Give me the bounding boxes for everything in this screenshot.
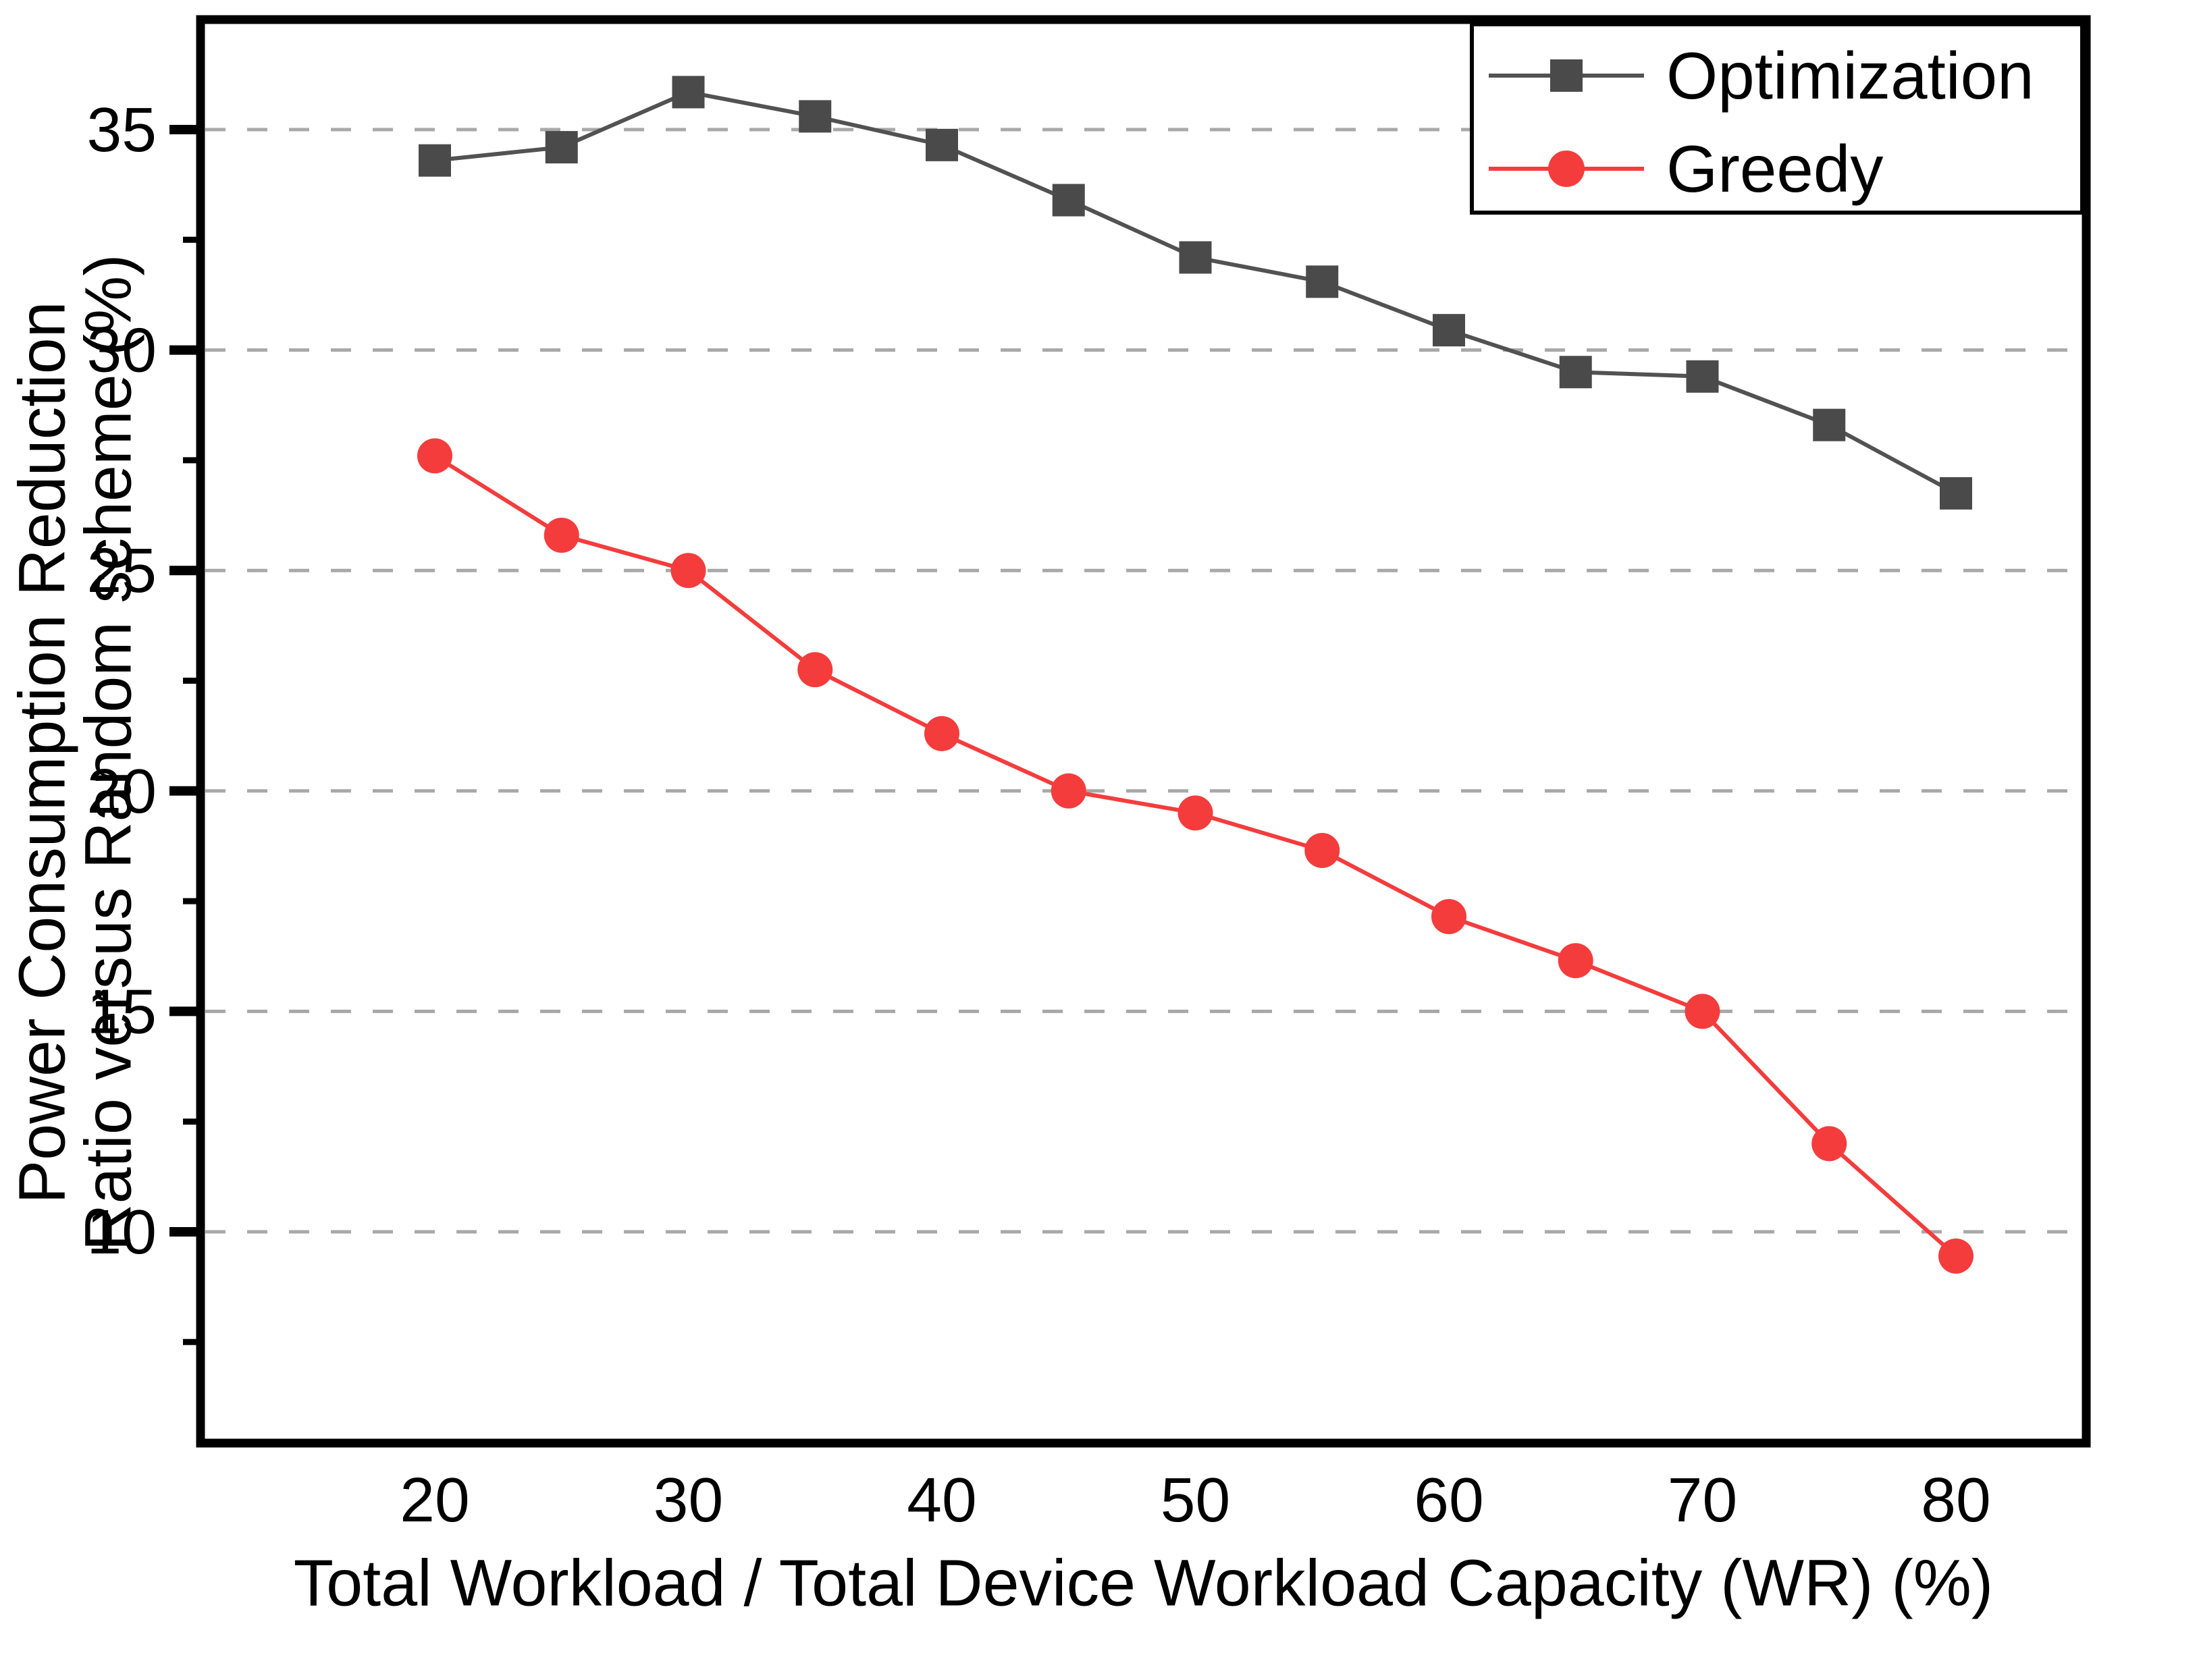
y-tick-label-35: 35 (87, 94, 157, 165)
marker-greedy-x40 (924, 715, 959, 751)
marker-optimization-x60 (1433, 314, 1465, 347)
y-tick-label-10: 10 (87, 1197, 157, 1267)
legend-item-optimization: Optimization (1489, 38, 2034, 113)
marker-greedy-x70 (1685, 994, 1720, 1029)
marker-optimization-x70 (1686, 360, 1719, 393)
y-axis-title-line-1: Power Consumption Reduction (5, 301, 79, 1203)
marker-greedy-x55 (1304, 832, 1340, 868)
marker-greedy-x75 (1811, 1126, 1847, 1162)
marker-optimization-x50 (1179, 241, 1212, 274)
marker-optimization-x35 (799, 100, 832, 133)
marker-greedy-x80 (1938, 1238, 1973, 1274)
x-tick-label-30: 30 (654, 1465, 723, 1535)
marker-greedy-x60 (1431, 898, 1466, 934)
marker-greedy-x50 (1177, 795, 1213, 831)
legend: Optimization Greedy (1470, 22, 2084, 215)
x-tick-label-80: 80 (1921, 1465, 1990, 1535)
marker-optimization-x20 (419, 144, 451, 177)
y-axis-title-line-2: Ratio versus Random scheme (%) (72, 254, 145, 1251)
legend-circle-marker-icon (1548, 151, 1585, 187)
marker-greedy-x65 (1558, 943, 1593, 979)
legend-square-marker-icon (1550, 59, 1583, 92)
marker-optimization-x30 (672, 76, 705, 109)
marker-greedy-x20 (417, 438, 452, 474)
marker-greedy-x35 (797, 652, 833, 688)
marker-greedy-x45 (1051, 773, 1086, 809)
x-tick-label-70: 70 (1668, 1465, 1737, 1535)
y-tick-label-15: 15 (87, 976, 157, 1046)
marker-optimization-x40 (926, 128, 958, 161)
legend-label-optimization: Optimization (1666, 38, 2034, 113)
y-tick-label-30: 30 (87, 315, 157, 385)
marker-optimization-x75 (1813, 408, 1846, 441)
y-tick-label-25: 25 (87, 535, 157, 605)
x-tick-label-50: 50 (1161, 1465, 1230, 1535)
y-tick-label-20: 20 (87, 756, 157, 826)
marker-greedy-x25 (544, 517, 579, 553)
legend-label-greedy: Greedy (1666, 132, 1883, 206)
marker-optimization-x80 (1940, 477, 1972, 510)
x-tick-label-40: 40 (907, 1465, 976, 1535)
marker-optimization-x65 (1559, 356, 1592, 389)
x-tick-label-20: 20 (400, 1465, 469, 1535)
marker-optimization-x45 (1052, 184, 1085, 217)
marker-optimization-x25 (545, 131, 578, 164)
x-tick-label-60: 60 (1414, 1465, 1483, 1535)
x-axis-title: Total Workload / Total Device Workload C… (294, 1546, 1993, 1620)
legend-item-greedy: Greedy (1489, 132, 1883, 206)
marker-optimization-x55 (1306, 265, 1339, 298)
plot-border (196, 15, 2091, 1448)
marker-greedy-x30 (670, 553, 706, 589)
